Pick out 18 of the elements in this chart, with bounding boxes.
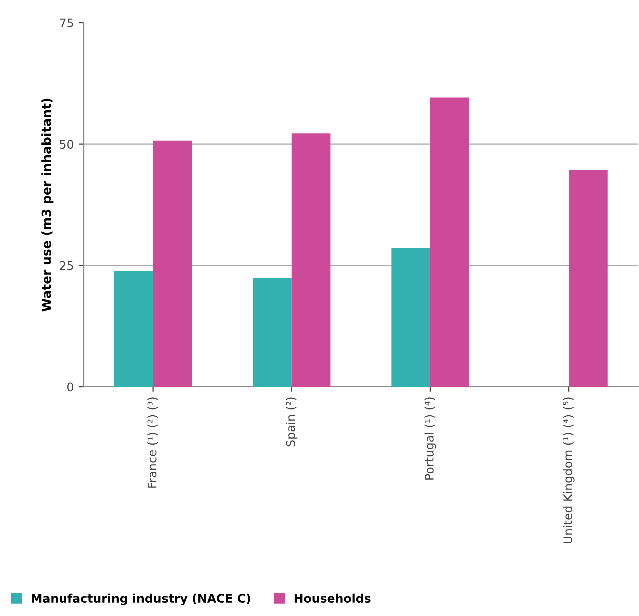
legend-label: Manufacturing industry (NACE C) [32, 594, 250, 606]
bar [153, 140, 192, 387]
y-tick-label: 0 [68, 382, 74, 392]
y-tick-label: 25 [60, 261, 74, 270]
x-tick-label: France (¹) (²) (³) [148, 398, 158, 488]
bar [430, 98, 470, 387]
bar [569, 170, 608, 387]
bar [114, 271, 154, 387]
bar [292, 134, 331, 387]
x-tick-label: Portugal (¹) (⁴) [424, 398, 436, 480]
legend-label: Households [294, 594, 371, 603]
x-tick-label: Spain (²) [286, 398, 298, 447]
y-tick-label: 50 [60, 140, 74, 149]
x-tick-label: United Kingdom (¹) (⁴) (⁵) [563, 398, 575, 544]
y-tick-label: 75 [60, 18, 74, 28]
bar [253, 278, 292, 387]
bar [392, 248, 430, 387]
y-axis-title: Water use (m3 per inhabitant) [42, 98, 54, 312]
